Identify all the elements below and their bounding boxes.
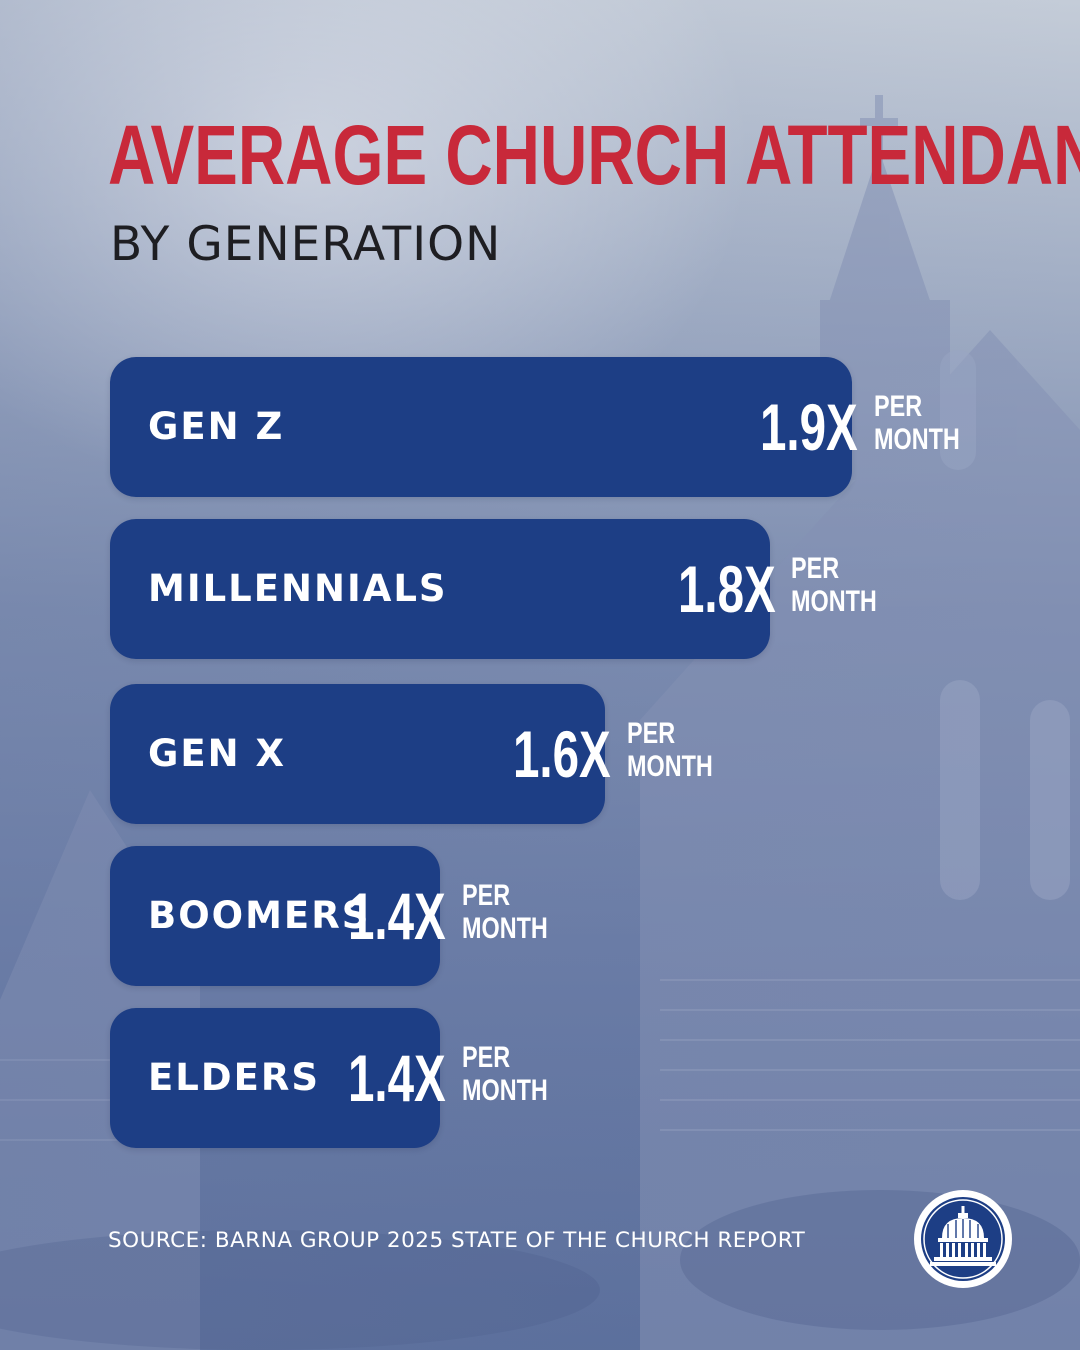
value-label-boomers: 1.4X PER MONTH xyxy=(348,846,572,986)
unit-line-per: PER xyxy=(791,552,840,585)
value-number: 1.9X xyxy=(760,390,858,464)
value-number: 1.4X xyxy=(348,879,446,953)
value-number: 1.4X xyxy=(348,1041,446,1115)
value-number: 1.8X xyxy=(677,552,776,626)
unit-line-per: PER xyxy=(626,717,675,750)
value-unit: PER MONTH xyxy=(627,717,713,783)
source-note: SOURCE: BARNA GROUP 2025 STATE OF THE CH… xyxy=(108,1228,806,1253)
unit-line-month: MONTH xyxy=(626,750,713,783)
value-unit: PER MONTH xyxy=(874,390,960,456)
chart-title: AVERAGE CHURCH ATTENDANCE xyxy=(108,108,1080,202)
value-unit: PER MONTH xyxy=(791,552,877,618)
bar-label-boomers: BOOMERS xyxy=(148,894,371,937)
bar-gen-x xyxy=(110,684,605,824)
value-label-gen-z: 1.9X PER MONTH xyxy=(760,357,984,497)
bar-elders xyxy=(110,1008,440,1148)
unit-line-month: MONTH xyxy=(461,1074,548,1107)
unit-line-month: MONTH xyxy=(791,585,878,618)
value-label-elders: 1.4X PER MONTH xyxy=(348,1008,572,1148)
capitol-dome-icon xyxy=(914,1190,1012,1288)
unit-line-per: PER xyxy=(873,390,922,423)
bar-label-gen-x: GEN X xyxy=(148,732,287,775)
bar-gen-z xyxy=(110,357,852,497)
chart-subtitle: BY GENERATION xyxy=(110,217,502,272)
bar-label-elders: ELDERS xyxy=(148,1056,320,1099)
bar-label-millennials: MILLENNIALS xyxy=(148,567,448,610)
value-label-gen-x: 1.6X PER MONTH xyxy=(513,684,737,824)
unit-line-per: PER xyxy=(461,879,510,912)
value-label-millennials: 1.8X PER MONTH xyxy=(678,519,902,659)
bar-label-gen-z: GEN Z xyxy=(148,405,285,448)
value-unit: PER MONTH xyxy=(462,879,548,945)
unit-line-month: MONTH xyxy=(461,912,548,945)
bar-millennials xyxy=(110,519,770,659)
value-unit: PER MONTH xyxy=(462,1041,548,1107)
unit-line-per: PER xyxy=(461,1041,510,1074)
bar-boomers xyxy=(110,846,440,986)
value-number: 1.6X xyxy=(512,717,611,791)
unit-line-month: MONTH xyxy=(873,423,960,456)
